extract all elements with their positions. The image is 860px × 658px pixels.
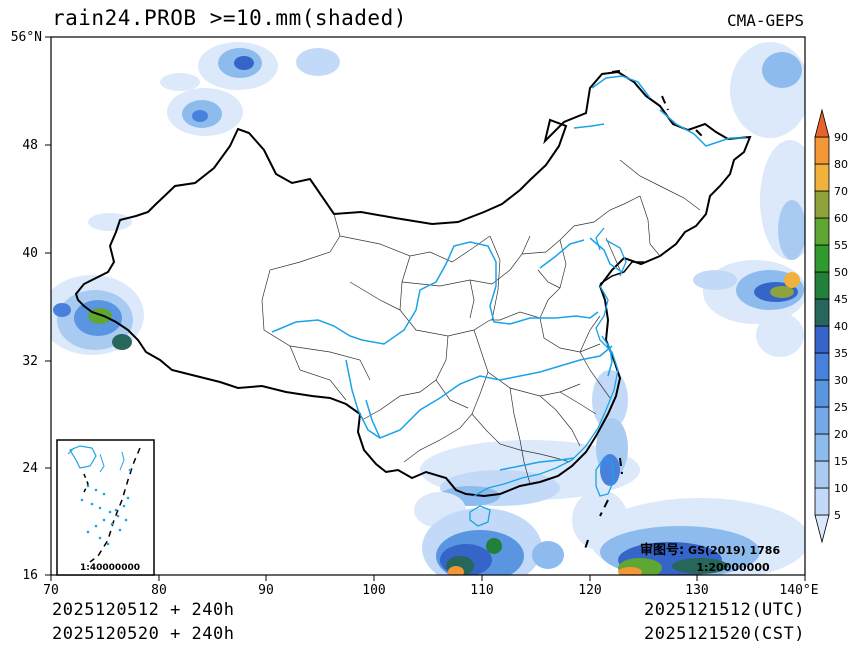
- model-source-label: CMA-GEPS: [726, 11, 804, 30]
- colorbar-segment: [814, 325, 830, 354]
- colorbar-segment: [814, 514, 830, 544]
- colorbar-segment: [814, 298, 830, 327]
- colorbar-label: 55: [834, 239, 848, 252]
- colorbar-label: 25: [834, 401, 848, 414]
- provincial-boundaries: [261, 159, 701, 485]
- lat-label: 32: [22, 354, 38, 369]
- longitude-axis: 70 80 90 100 110 120 130 140°E: [43, 575, 819, 598]
- lon-label: 110: [470, 583, 493, 598]
- latitude-axis: 56°N 48 40 32 24 16: [11, 30, 51, 583]
- valid-time-utc: 2025121512(UTC): [643, 600, 805, 620]
- lon-label: 130: [685, 583, 708, 598]
- precipitation-shading: [51, 42, 805, 575]
- colorbar-segment: [814, 406, 830, 435]
- colorbar-label: 80: [834, 158, 848, 171]
- colorbar-label: 30: [834, 374, 848, 387]
- lat-label: 48: [22, 138, 38, 153]
- colorbar-segment: [814, 136, 830, 165]
- south-china-sea-inset: 1:40000000: [56, 439, 155, 576]
- lon-label: 140°E: [779, 583, 818, 598]
- colorbar-segment: [814, 352, 830, 381]
- map-title: rain24.PROB >=10.mm(shaded): [52, 6, 407, 30]
- lon-label: 100: [362, 583, 385, 598]
- approval-prefix: 审图号:: [640, 542, 684, 558]
- approval-label: 审图号: GS(2019) 1786: [640, 542, 780, 558]
- colorbar-segment: [814, 460, 830, 489]
- init-time-utc: 2025120512 + 240h: [52, 600, 235, 620]
- colorbar-segment: [814, 108, 830, 138]
- colorbar-segment: [814, 244, 830, 273]
- coastline: [469, 227, 627, 527]
- colorbar-segment: [814, 190, 830, 219]
- lat-label: 24: [22, 461, 38, 476]
- lon-label: 80: [151, 583, 167, 598]
- lat-label: 40: [22, 246, 38, 261]
- colorbar-segment: [814, 163, 830, 192]
- colorbar-label: 35: [834, 347, 848, 360]
- approval-scale: 1:20000000: [696, 561, 770, 574]
- lat-label: 16: [22, 568, 38, 583]
- colorbar-label: 20: [834, 428, 848, 441]
- colorbar-label: 50: [834, 266, 848, 279]
- colorbar-segment: [814, 217, 830, 246]
- colorbar: 5 10 15 20 25 30 35 40 45 50 55 60 70 80 90: [814, 108, 848, 544]
- map-frame: [50, 36, 806, 576]
- colorbar-segment: [814, 487, 830, 516]
- valid-time-cst: 2025121520(CST): [643, 624, 805, 644]
- lat-label: 56°N: [11, 30, 42, 45]
- maritime-boundary: [583, 69, 705, 553]
- colorbar-label: 5: [834, 509, 841, 522]
- colorbar-segment: [814, 271, 830, 300]
- lon-label: 70: [43, 583, 59, 598]
- lon-label: 90: [258, 583, 274, 598]
- rivers: [271, 75, 746, 471]
- approval-code: GS(2019) 1786: [688, 544, 780, 557]
- colorbar-label: 15: [834, 455, 848, 468]
- colorbar-label: 90: [834, 131, 848, 144]
- colorbar-segment: [814, 379, 830, 408]
- colorbar-segment: [814, 433, 830, 462]
- colorbar-label: 10: [834, 482, 848, 495]
- colorbar-label: 45: [834, 293, 848, 306]
- national-boundary: [74, 70, 752, 498]
- inset-scale: 1:40000000: [80, 563, 140, 573]
- lon-label: 120: [578, 583, 601, 598]
- colorbar-label: 40: [834, 320, 848, 333]
- colorbar-label: 70: [834, 185, 848, 198]
- colorbar-label: 60: [834, 212, 848, 225]
- init-time-cst: 2025120520 + 240h: [52, 624, 235, 644]
